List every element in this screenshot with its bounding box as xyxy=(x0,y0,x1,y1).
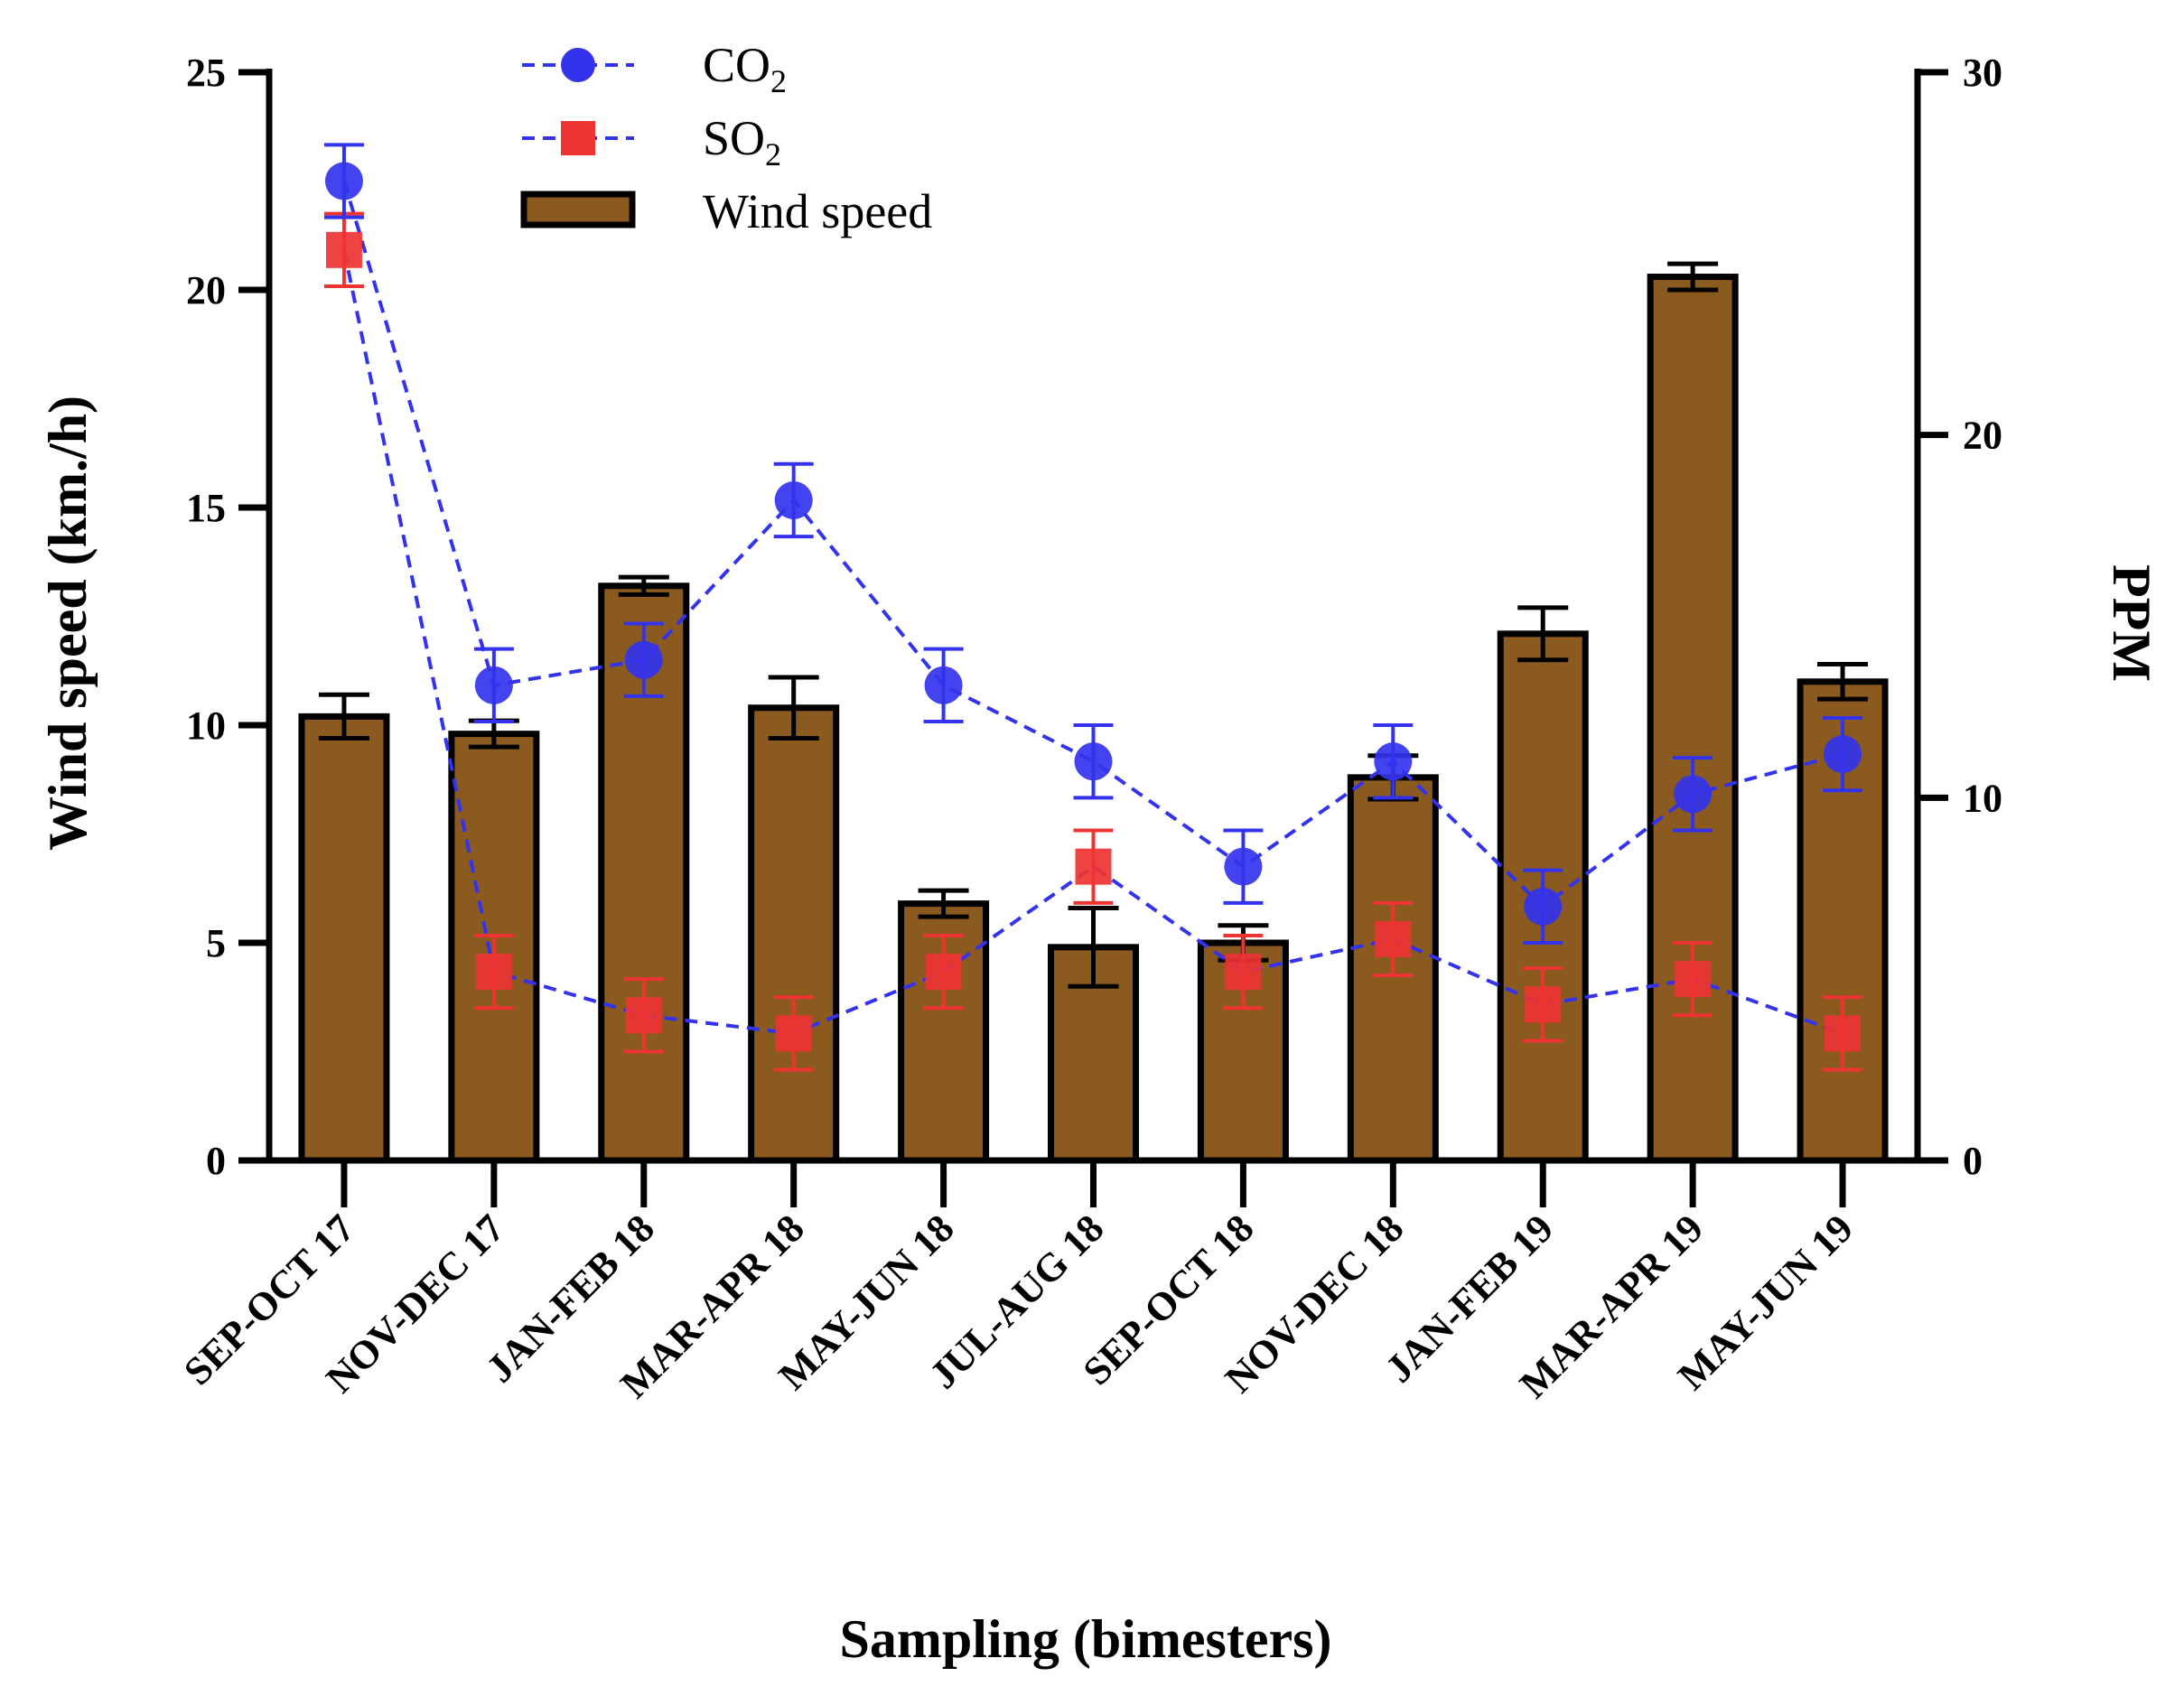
axes xyxy=(238,69,1948,1207)
legend-so2-sub: 2 xyxy=(765,136,781,172)
legend-co2-marker xyxy=(561,48,595,82)
wind-speed-bars xyxy=(298,261,1889,1164)
so2-point-11 xyxy=(1825,1015,1862,1052)
so2-point-6 xyxy=(1075,848,1112,885)
y-left-tick-label-20: 20 xyxy=(186,268,226,312)
wind-bar-4 xyxy=(748,704,840,1164)
co2-point-11 xyxy=(1824,735,1862,774)
series-lines xyxy=(323,143,1863,1072)
co2-point-9 xyxy=(1524,887,1563,926)
y-right-tick-label-10: 10 xyxy=(1963,776,2002,820)
legend-so2-main: SO xyxy=(703,111,765,165)
so2-point-10 xyxy=(1675,961,1712,998)
legend-wind-label: Wind speed xyxy=(703,184,932,238)
legend-co2-label: CO2 xyxy=(703,38,787,99)
co2-point-7 xyxy=(1224,847,1263,886)
legend: CO2 SO2 Wind speed xyxy=(520,38,932,238)
legend-so2-label: SO2 xyxy=(703,111,781,172)
y-right-tick-label-0: 0 xyxy=(1963,1139,1983,1183)
co2-point-10 xyxy=(1674,775,1713,814)
y-axis-title-right: PPM xyxy=(2102,564,2161,682)
so2-point-2 xyxy=(475,954,512,991)
so2-point-9 xyxy=(1525,986,1562,1023)
legend-wind: Wind speed xyxy=(520,184,932,238)
y-right-tick-label-20: 20 xyxy=(1963,414,2002,458)
so2-point-1 xyxy=(325,231,362,268)
co2-point-5 xyxy=(924,666,963,704)
co2-point-8 xyxy=(1374,742,1413,781)
y-left-tick-label-0: 0 xyxy=(206,1139,226,1183)
legend-co2: CO2 xyxy=(522,38,787,99)
legend-co2-main: CO xyxy=(703,38,770,92)
x-axis-title: Sampling (bimesters) xyxy=(840,1609,1332,1669)
so2-point-8 xyxy=(1375,920,1412,957)
co2-point-3 xyxy=(624,640,663,679)
y-left-tick-label-10: 10 xyxy=(186,703,226,748)
y-right-tick-label-30: 30 xyxy=(1963,51,2002,95)
y-left-tick-label-25: 25 xyxy=(186,51,226,95)
so2-line xyxy=(341,249,1843,1036)
wind-bar-1 xyxy=(298,713,390,1164)
so2-point-5 xyxy=(925,954,962,991)
so2-point-4 xyxy=(775,1015,812,1052)
co2-point-2 xyxy=(474,666,513,704)
y-left-tick-label-5: 5 xyxy=(206,921,226,965)
co2-point-6 xyxy=(1074,742,1113,781)
co2-line xyxy=(342,180,1843,909)
co2-point-1 xyxy=(324,162,363,200)
co2-point-4 xyxy=(774,480,813,519)
wind-bar-10 xyxy=(1647,274,1739,1164)
legend-so2: SO2 xyxy=(522,111,781,172)
so2-point-7 xyxy=(1225,954,1262,991)
so2-point-3 xyxy=(625,997,662,1034)
y-left-tick-label-15: 15 xyxy=(186,486,226,530)
y-axis-title-left: Wind speed (km./h) xyxy=(38,396,98,851)
legend-so2-marker xyxy=(561,121,595,155)
legend-co2-sub: 2 xyxy=(770,63,787,99)
legend-wind-swatch xyxy=(520,191,636,228)
